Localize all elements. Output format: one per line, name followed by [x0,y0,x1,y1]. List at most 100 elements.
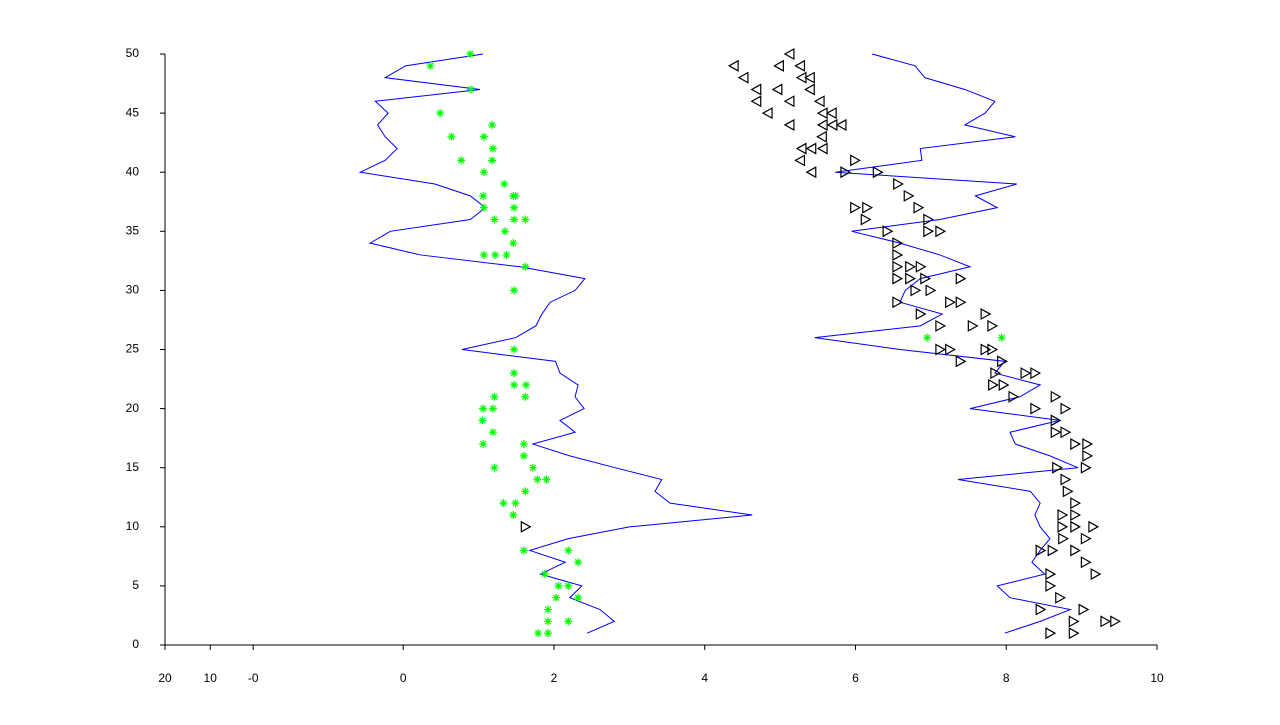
data-point [488,120,497,129]
data-point [521,392,530,401]
data-point [761,107,773,120]
data-point [564,546,573,555]
x-tick-label: 10 [204,671,218,685]
data-point [1080,556,1092,569]
data-point [467,85,476,94]
data-point [1070,438,1082,451]
data-point [509,239,518,248]
data-point [835,118,847,131]
data-line [358,53,753,634]
data-point [737,71,749,84]
data-point [1035,544,1047,557]
data-point [998,378,1010,391]
data-point [1047,544,1059,557]
data-point [457,156,466,165]
data-point [910,284,922,297]
data-point [1088,520,1100,533]
data-point [826,118,838,131]
data-point [804,83,815,96]
x-tick-label: 0 [400,671,407,685]
y-tick-label: 5 [132,578,139,592]
data-point [479,168,488,177]
data-point [1057,520,1069,533]
data-point [488,404,497,413]
y-tick-label: 25 [126,342,140,356]
data-point [510,215,519,224]
data-point [935,225,947,238]
data-point [915,260,927,273]
data-point [533,475,542,484]
data-point [893,178,904,191]
data-point [955,296,967,309]
data-point [915,308,927,321]
x-tick-label: 8 [1003,671,1010,685]
data-point [990,367,1002,380]
data-point [1035,603,1047,616]
data-point [862,201,874,214]
data-point [795,142,807,155]
data-point [436,109,445,118]
data-point [783,118,795,131]
data-point [727,59,739,72]
x-tick-label: -0 [248,671,259,685]
y-tick-label: 15 [126,460,140,474]
data-point [892,296,904,309]
data-point [980,308,992,321]
data-point [905,260,916,273]
data-point [479,132,488,141]
data-point [794,154,806,167]
data-point [479,191,488,200]
data-point [1060,426,1072,439]
data-point [510,203,519,212]
data-line [814,53,1079,634]
data-point [920,272,932,285]
data-point [892,260,904,273]
data-point [519,546,528,555]
x-tick-label: 20 [158,671,172,685]
data-point [1070,544,1082,557]
data-point [750,95,762,108]
data-point [1055,591,1066,604]
data-point [534,629,543,638]
data-point [935,343,947,356]
data-point [955,355,967,368]
data-point [521,487,530,496]
data-point [1070,508,1082,521]
data-point [935,319,947,332]
data-point [490,463,499,472]
data-point [892,237,904,250]
data-point [805,166,817,179]
data-point [913,201,925,214]
data-point [488,428,497,437]
data-point [1068,615,1080,628]
data-point [1045,579,1057,592]
data-point [1070,520,1082,533]
data-point [892,248,904,261]
data-point [528,463,537,472]
y-tick-label: 20 [126,401,140,415]
data-point [783,95,795,108]
data-point [804,71,815,84]
data-point [574,593,583,602]
data-point [892,272,904,285]
data-point [1058,532,1070,545]
data-point [955,272,967,285]
data-point [510,345,519,354]
data-point [925,284,937,297]
data-point [1100,615,1112,628]
data-point [905,272,916,285]
y-tick-label: 45 [126,105,140,119]
data-point [500,227,509,236]
data-point [479,404,488,413]
data-point [519,451,528,460]
data-point [773,59,784,72]
data-point [794,59,806,72]
data-point [502,250,511,259]
data-point [543,629,552,638]
data-point [500,180,509,189]
data-point [1057,508,1069,521]
data-point [521,262,530,271]
data-point [816,130,827,143]
y-tick-label: 40 [126,164,140,178]
